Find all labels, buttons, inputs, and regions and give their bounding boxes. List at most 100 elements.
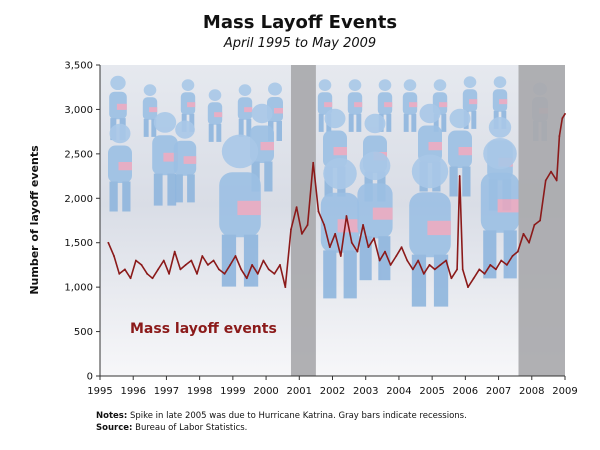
person-leg	[189, 113, 195, 132]
data-point	[489, 264, 492, 266]
data-point	[173, 250, 176, 253]
person-leg	[433, 113, 439, 132]
person-head	[463, 76, 477, 88]
notes-label: Notes:	[96, 411, 128, 421]
data-point	[267, 268, 270, 271]
data-point	[140, 264, 143, 266]
notes-line: Notes: Spike in late 2005 was due to Hur…	[96, 410, 467, 422]
data-point	[428, 264, 431, 266]
y-tick-label: 3,500	[64, 61, 93, 72]
data-point	[558, 135, 561, 137]
data-point	[251, 264, 254, 266]
x-tick-label: 1997	[154, 386, 179, 397]
person-figure	[173, 120, 197, 203]
person-leg	[318, 113, 324, 132]
person-figure	[409, 154, 451, 307]
series-label: Mass layoff events	[130, 321, 277, 337]
person-leg	[238, 118, 244, 137]
y-tick-label: 3,000	[64, 105, 93, 116]
person-leg	[343, 250, 357, 299]
data-point	[134, 259, 137, 262]
pink-slip	[149, 107, 158, 113]
person-leg	[153, 173, 163, 206]
x-tick-label: 2002	[320, 386, 345, 397]
person-leg	[109, 181, 118, 212]
person-head	[153, 112, 177, 133]
pink-slip	[409, 102, 418, 108]
x-tick-label: 2004	[386, 386, 411, 397]
y-tick-label: 1,500	[64, 238, 93, 249]
data-point	[118, 272, 121, 275]
pink-slip	[372, 207, 393, 220]
person-figure	[219, 134, 261, 287]
data-point	[345, 215, 348, 217]
data-point	[439, 264, 442, 266]
person-leg	[449, 166, 458, 197]
pink-slip	[187, 102, 196, 108]
person-leg	[411, 254, 427, 307]
person-leg	[143, 118, 149, 137]
y-tick-label: 0	[87, 372, 93, 383]
person-head	[251, 103, 273, 124]
data-point	[500, 259, 503, 262]
person-figure	[108, 123, 132, 212]
person-leg	[122, 181, 131, 212]
x-tick-label: 2007	[486, 386, 511, 397]
pink-slip	[116, 103, 127, 110]
recession-bars	[290, 65, 565, 376]
pink-slip	[439, 102, 448, 108]
person-leg	[386, 113, 392, 132]
person-head	[348, 79, 362, 91]
person-leg	[208, 123, 214, 142]
data-point	[234, 255, 237, 257]
pink-slip	[260, 142, 274, 151]
y-tick-label: 1,000	[64, 283, 93, 294]
person-head	[493, 76, 507, 88]
pink-slip	[427, 220, 451, 236]
data-point	[478, 268, 481, 271]
data-point	[400, 246, 403, 249]
notes-block: Notes: Spike in late 2005 was due to Hur…	[96, 410, 467, 434]
person-leg	[246, 118, 252, 137]
person-head	[364, 113, 386, 134]
person-figure	[448, 108, 472, 197]
data-point	[555, 179, 558, 182]
x-tick-label: 2003	[353, 386, 378, 397]
person-leg	[462, 166, 471, 197]
pink-slip	[244, 107, 253, 113]
data-point	[245, 277, 248, 280]
data-point	[467, 286, 469, 289]
pink-slip	[183, 156, 197, 164]
data-point	[539, 219, 541, 222]
person-leg	[323, 250, 337, 299]
data-point	[458, 175, 461, 177]
data-point	[445, 259, 447, 262]
x-tick-label: 2001	[287, 386, 312, 397]
data-point	[350, 241, 353, 244]
person-head	[318, 79, 332, 91]
chart-subtitle: April 1995 to May 2009	[223, 36, 376, 51]
person-head	[359, 151, 391, 181]
person-head	[109, 123, 131, 144]
data-point	[157, 268, 160, 271]
person-head	[483, 138, 517, 170]
person-leg	[151, 118, 157, 137]
source-label: Source:	[96, 423, 133, 433]
person-leg	[356, 113, 362, 132]
data-point	[190, 259, 193, 262]
person-leg	[167, 173, 177, 206]
x-tick-label: 1995	[87, 386, 112, 397]
data-point	[113, 255, 115, 257]
pink-slip	[497, 199, 520, 213]
y-tick-label: 500	[74, 327, 93, 338]
data-point	[522, 232, 525, 235]
pink-slip	[333, 147, 347, 156]
person-head	[238, 84, 252, 96]
data-point	[229, 264, 232, 266]
y-ticks: 0 500 1,000 1,500 2,000 2,500 3,000 3,500	[64, 61, 100, 383]
data-point	[107, 241, 110, 244]
data-point	[223, 272, 226, 275]
person-figure	[320, 158, 360, 299]
y-tick-label: 2,000	[64, 194, 93, 205]
